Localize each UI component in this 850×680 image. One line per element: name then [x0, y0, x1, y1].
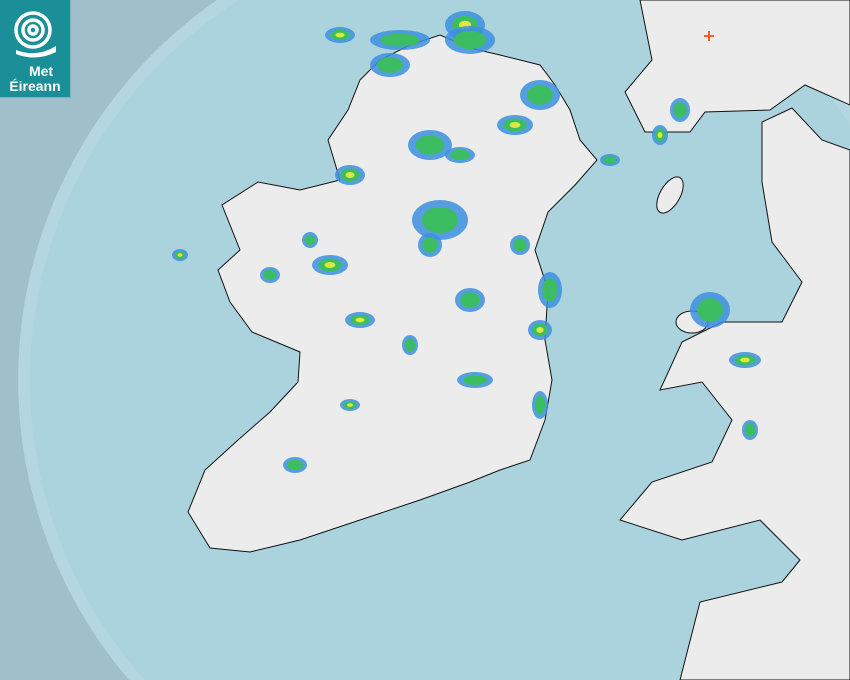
rain-cell	[421, 207, 459, 233]
plus-icon	[704, 31, 714, 41]
rain-cell	[380, 33, 420, 47]
rain-cell	[347, 403, 353, 407]
rain-cell	[335, 32, 345, 38]
rain-cell	[740, 357, 750, 363]
isle-of-man	[656, 176, 684, 214]
rain-cell	[744, 423, 756, 437]
rain-cell	[422, 237, 438, 253]
rain-cell	[355, 317, 365, 323]
land	[187, 0, 850, 680]
rain-cell	[536, 327, 544, 333]
rain-cell	[450, 149, 470, 161]
rain-cell	[345, 172, 355, 178]
rain-cell	[534, 395, 546, 415]
ireland	[187, 34, 598, 553]
rain-cell	[377, 57, 403, 73]
swirl-icon	[14, 11, 56, 58]
rain-cell	[415, 135, 445, 155]
met-eireann-logo: Met Éireann	[0, 0, 71, 98]
rain-cell	[177, 253, 183, 257]
rain-cell	[603, 156, 617, 164]
rain-cell	[324, 262, 336, 268]
rain-cell	[542, 278, 558, 302]
rain-cell	[404, 338, 416, 352]
logo-line1: Met	[28, 63, 54, 79]
rain-cell	[460, 292, 480, 308]
rain-cell	[509, 122, 521, 128]
rain-cell	[453, 30, 487, 50]
rain-cell	[527, 85, 553, 105]
rain-cell	[673, 102, 687, 118]
rain-cell	[463, 374, 487, 386]
rain-cell	[513, 238, 527, 252]
logo-line2: Éireann	[9, 78, 61, 94]
rain-cell	[657, 132, 663, 138]
rain-cell	[304, 234, 316, 246]
england-wales	[619, 107, 850, 680]
rain-cell	[263, 269, 277, 281]
rain-cell	[697, 298, 723, 322]
rain-cell	[287, 459, 303, 471]
precipitation-layer	[172, 11, 761, 473]
